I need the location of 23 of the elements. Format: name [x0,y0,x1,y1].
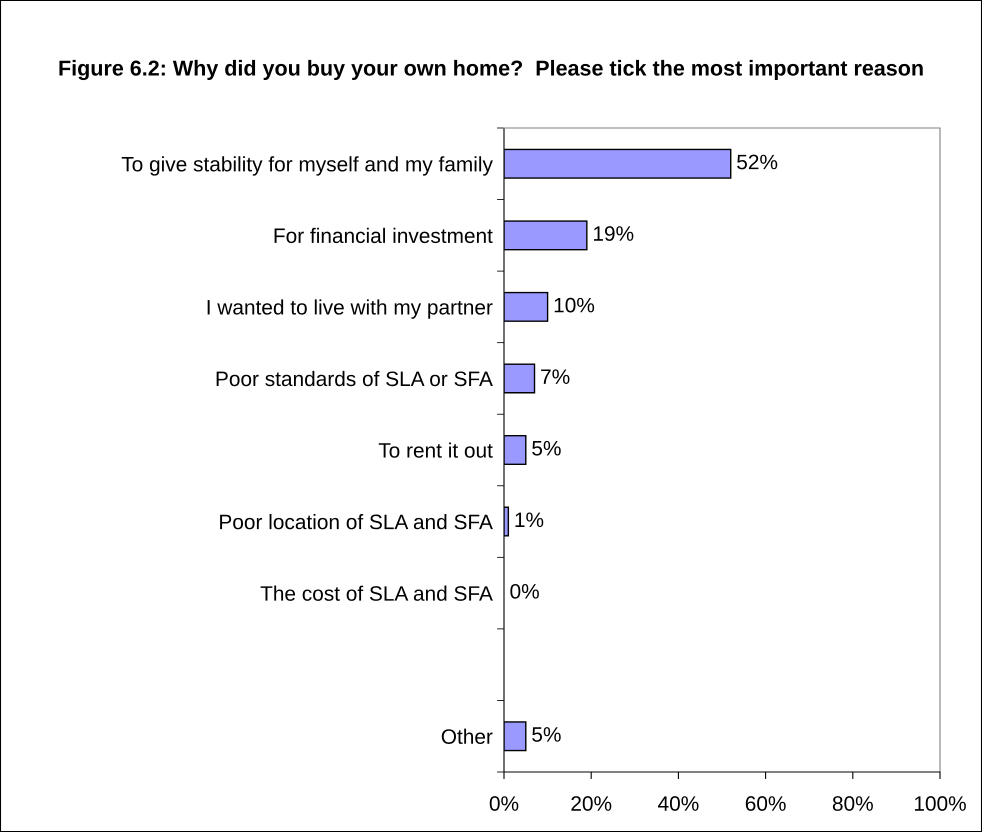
data-label: 7% [541,369,570,384]
x-tick-label: 0% [490,796,518,811]
x-tick-label: 100% [914,796,966,811]
data-label: 0% [510,584,539,599]
chart-title: Figure 6.2: Why did you buy your own home? Please tick the most important reason [59,60,923,80]
y-tick-label: The cost of SLA and SFA [260,586,493,601]
data-label: 52% [737,154,778,170]
data-label: 5% [532,727,561,742]
x-tick-label: 80% [832,796,873,811]
data-label: 19% [594,226,634,241]
y-tick-label: Poor location of SLA and SFA [220,514,493,530]
y-tick-label: To rent it out [378,442,493,458]
data-label: 10% [554,298,594,312]
data-label: 5% [532,440,561,456]
y-tick-label: Other [442,728,493,744]
y-tick-label: Poor standards of SLA or SFA [216,370,493,386]
y-tick-label: For financial investment [274,228,493,244]
x-tick-label: 40% [658,796,699,811]
y-tick-label: I wanted to live with my partner [208,299,493,319]
x-tick-label: 20% [571,796,612,811]
data-label: 1% [516,512,544,528]
x-tick-label: 60% [746,796,786,811]
y-tick-label: To give stability for myself and my family [122,156,493,176]
